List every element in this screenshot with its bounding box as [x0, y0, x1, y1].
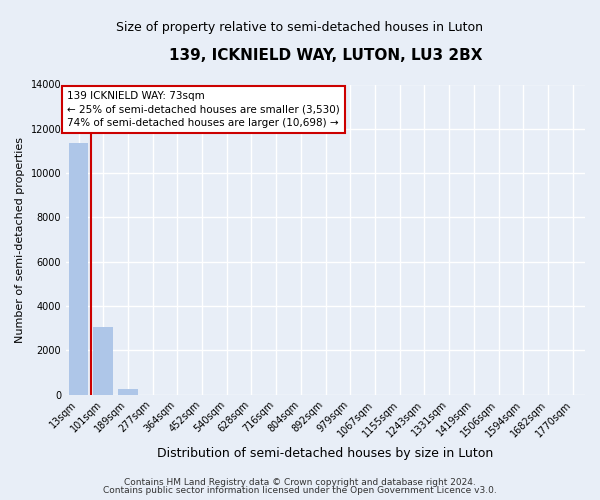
X-axis label: Distribution of semi-detached houses by size in Luton: Distribution of semi-detached houses by …: [157, 447, 494, 460]
Bar: [118, 390, 138, 394]
Text: Contains public sector information licensed under the Open Government Licence v3: Contains public sector information licen…: [103, 486, 497, 495]
Bar: [94, 328, 113, 394]
Bar: [68, 143, 88, 395]
Text: Size of property relative to semi-detached houses in Luton: Size of property relative to semi-detach…: [116, 21, 484, 34]
Title: 139, ICKNIELD WAY, LUTON, LU3 2BX: 139, ICKNIELD WAY, LUTON, LU3 2BX: [169, 48, 482, 62]
Y-axis label: Number of semi-detached properties: Number of semi-detached properties: [15, 136, 25, 342]
Text: 139 ICKNIELD WAY: 73sqm
← 25% of semi-detached houses are smaller (3,530)
74% of: 139 ICKNIELD WAY: 73sqm ← 25% of semi-de…: [67, 91, 340, 128]
Text: Contains HM Land Registry data © Crown copyright and database right 2024.: Contains HM Land Registry data © Crown c…: [124, 478, 476, 487]
